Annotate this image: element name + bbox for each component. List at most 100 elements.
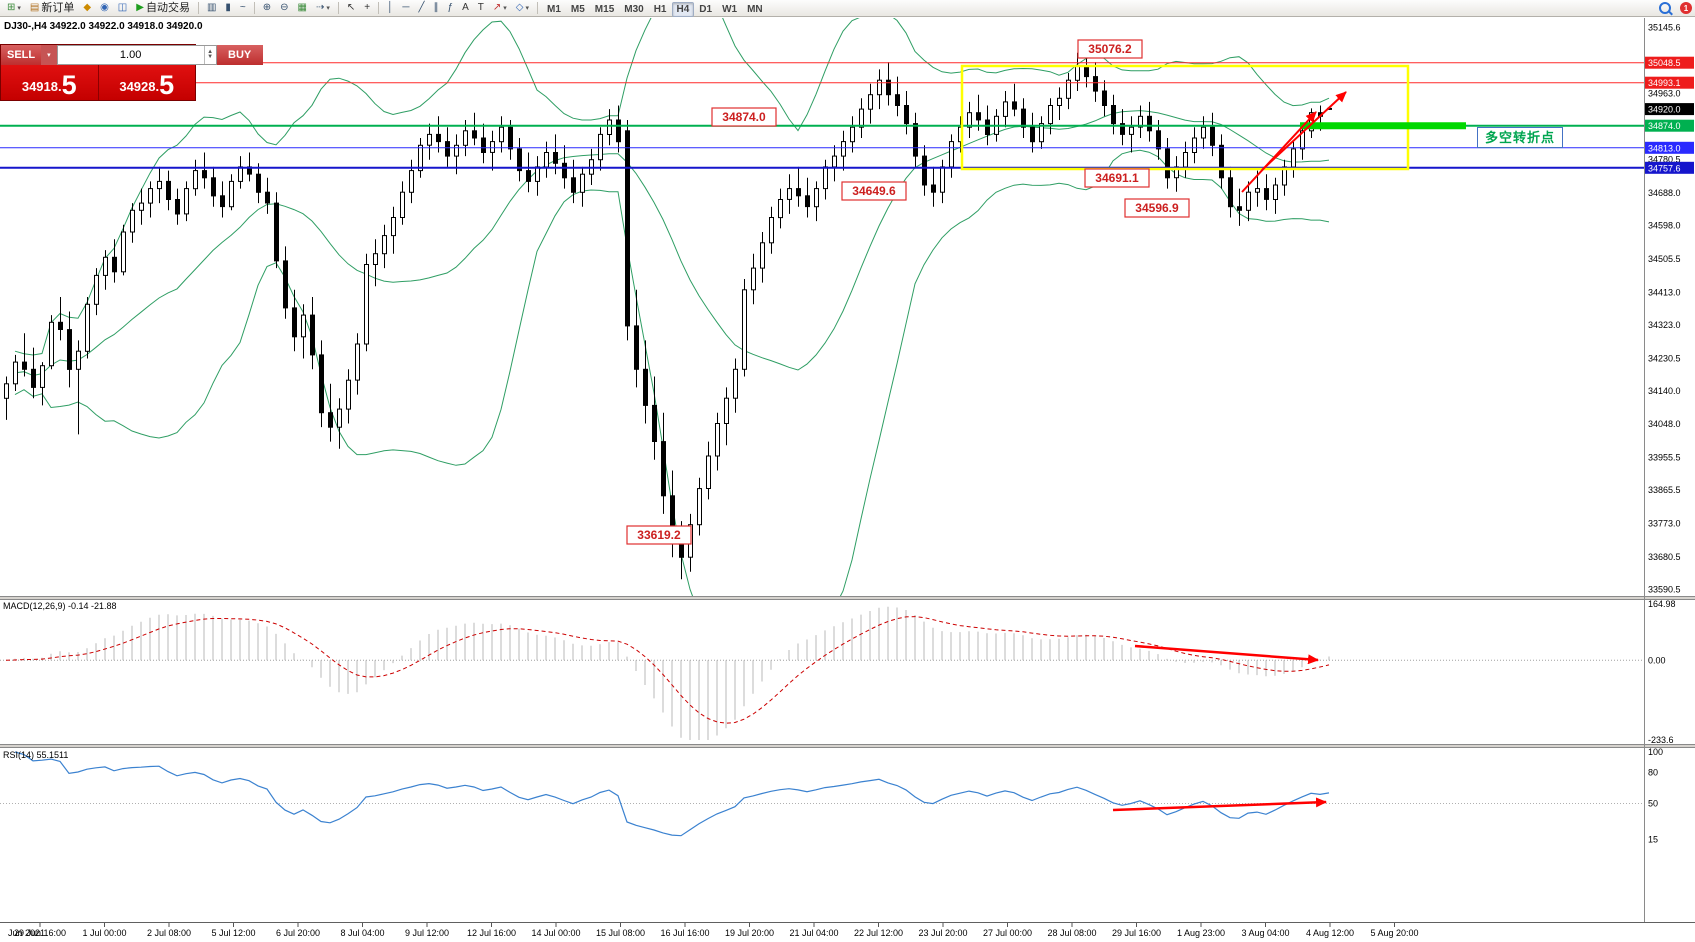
arrow-tools-button[interactable]: ↗ ▾ xyxy=(489,1,511,16)
rsi-line xyxy=(14,751,1330,837)
price-callout-text: 34649.6 xyxy=(852,184,896,198)
vertical-line-icon: │ xyxy=(387,2,394,13)
timeframe-group: M1 M5 M15 M30 H1 H4 D1 W1 MN xyxy=(542,0,768,18)
time-axis-label: 21 Jul 04:00 xyxy=(789,928,838,938)
main-price-panel xyxy=(0,18,1644,596)
fibonacci-button[interactable]: ƒ xyxy=(444,1,458,16)
timeframe-button-mn[interactable]: MN xyxy=(742,2,768,17)
market-watch-button[interactable]: ◉ xyxy=(96,1,113,16)
timeframe-button-m5[interactable]: M5 xyxy=(566,2,590,17)
trend-arrow xyxy=(1241,111,1317,193)
time-axis-label: Jun 2021 xyxy=(8,928,45,938)
candlestick-chart-button[interactable]: ▮ xyxy=(221,1,235,16)
search-button[interactable] xyxy=(1655,1,1675,16)
crosshair-button[interactable]: + xyxy=(360,1,374,16)
stepper-up-icon[interactable]: ▲ xyxy=(207,49,214,55)
buy-button[interactable]: BUY xyxy=(216,45,263,65)
price-callout-text: 34691.1 xyxy=(1095,171,1139,185)
zoom-out-icon: ⊖ xyxy=(280,2,289,13)
autotrading-label: 自动交易 xyxy=(145,1,190,14)
channel-button[interactable]: ∥ xyxy=(430,1,443,16)
rsi-indicator-label: RSI(14) 55.1511 xyxy=(3,750,69,760)
time-axis-label: 5 Jul 12:00 xyxy=(211,928,255,938)
autotrading-button[interactable]: ▶ 自动交易 xyxy=(132,1,194,16)
macd-trend-arrow xyxy=(1134,644,1319,665)
text-tool-button[interactable]: A xyxy=(458,1,473,16)
stepper-down-icon[interactable]: ▼ xyxy=(207,54,214,60)
volume-stepper[interactable]: ▲ ▼ xyxy=(203,46,216,64)
toolbar-separator xyxy=(337,2,339,14)
bid-price-main: 34918. xyxy=(21,79,62,94)
tile-windows-icon: ▦ xyxy=(297,2,307,13)
timeframe-button-m15[interactable]: M15 xyxy=(590,2,619,17)
zoom-in-button[interactable]: ⊕ xyxy=(259,1,275,16)
notification-badge[interactable]: 1 xyxy=(1680,2,1692,14)
macd-signal-line xyxy=(5,616,1330,724)
volume-box: ▲▼ xyxy=(56,45,217,65)
timeframe-button-w1[interactable]: W1 xyxy=(717,2,742,17)
sell-dropdown-button[interactable]: ▾ xyxy=(41,45,57,65)
yellow-range-box xyxy=(960,64,1410,171)
shape-tool-icon: ◇ xyxy=(515,2,524,13)
horizontal-line-button[interactable]: ─ xyxy=(398,1,413,16)
price-axis-label: 34140.0 xyxy=(1648,386,1681,396)
price-axis-highlight-text: 34813.0 xyxy=(1648,143,1681,153)
timeframe-button-d1[interactable]: D1 xyxy=(694,2,717,17)
price-axis-highlight xyxy=(1645,103,1694,116)
trade-panel-prices: 34918. 5 34928. 5 xyxy=(1,65,195,100)
price-axis-highlight-text: 34993.1 xyxy=(1648,78,1681,88)
time-axis-label: 27 Jul 00:00 xyxy=(983,928,1032,938)
macd-axis-label: -233.6 xyxy=(1648,735,1674,745)
trendline-button[interactable]: ╱ xyxy=(414,1,428,16)
chevron-down-icon: ▾ xyxy=(17,4,21,12)
navigator-button[interactable]: ◫ xyxy=(114,1,131,16)
zoom-out-button[interactable]: ⊖ xyxy=(276,1,292,16)
timeframe-button-m30[interactable]: M30 xyxy=(619,2,648,17)
line-chart-button[interactable]: ~ xyxy=(236,1,250,16)
timeframe-button-m1[interactable]: M1 xyxy=(542,2,566,17)
ask-price-main: 34928. xyxy=(119,79,160,94)
price-axis-label: 34598.0 xyxy=(1648,221,1681,231)
new-chart-button[interactable]: ⊞ ▾ xyxy=(3,1,25,16)
tile-windows-button[interactable]: ▦ xyxy=(294,1,311,16)
price-axis-label: 33680.5 xyxy=(1648,552,1681,562)
timeframe-button-h4[interactable]: H4 xyxy=(671,2,695,18)
auto-scroll-button[interactable]: ⇢ ▾ xyxy=(312,1,334,16)
bar-chart-button[interactable]: ▥ xyxy=(203,1,220,16)
chart-ohlc-header: DJ30-,H4 34922.0 34922.0 34918.0 34920.0 xyxy=(4,21,203,32)
new-order-button[interactable]: ▤ 新订单 xyxy=(26,1,78,16)
text-label-icon: T xyxy=(477,2,484,13)
ask-price[interactable]: 34928. 5 xyxy=(99,65,196,100)
shape-tools-button[interactable]: ◇ ▾ xyxy=(512,1,533,16)
arrow-tool-icon: ↗ xyxy=(492,2,502,13)
search-icon xyxy=(1659,2,1671,14)
text-label-button[interactable]: T xyxy=(474,1,488,16)
price-axis-highlight-text: 34920.0 xyxy=(1648,105,1681,115)
price-callout-text: 35076.2 xyxy=(1088,42,1132,56)
price-axis-highlight-text: 34757.6 xyxy=(1648,163,1681,173)
price-axis-label: 34048.0 xyxy=(1648,419,1681,429)
price-axis-highlight-text: 34874.0 xyxy=(1648,121,1681,131)
time-axis-label: 16 Jul 16:00 xyxy=(660,928,709,938)
bid-price[interactable]: 34918. 5 xyxy=(1,65,98,100)
sell-button[interactable]: SELL xyxy=(1,45,42,65)
volume-input[interactable] xyxy=(57,46,204,64)
time-axis-label: 6 Jul 20:00 xyxy=(276,928,320,938)
note-annotation[interactable]: 多空转折点 xyxy=(1477,127,1563,148)
chevron-down-icon: ▾ xyxy=(47,52,51,59)
vertical-line-button[interactable]: │ xyxy=(383,1,397,16)
timeframe-button-h1[interactable]: H1 xyxy=(649,2,672,17)
price-callout-text: 34596.9 xyxy=(1135,201,1179,215)
trade-panel-divider xyxy=(97,65,99,100)
cursor-button[interactable]: ↖ xyxy=(343,1,359,16)
price-axis-label: 34505.5 xyxy=(1648,254,1681,264)
rsi-axis-label: 100 xyxy=(1648,747,1663,757)
rsi-axis-label: 50 xyxy=(1648,799,1658,809)
price-callout-box xyxy=(1077,39,1143,59)
time-axis-label: 2 Jul 08:00 xyxy=(147,928,191,938)
price-axis-label: 34963.0 xyxy=(1648,89,1681,99)
macd-panel xyxy=(0,606,1644,740)
metaeditor-button[interactable]: ◆ xyxy=(79,1,95,16)
